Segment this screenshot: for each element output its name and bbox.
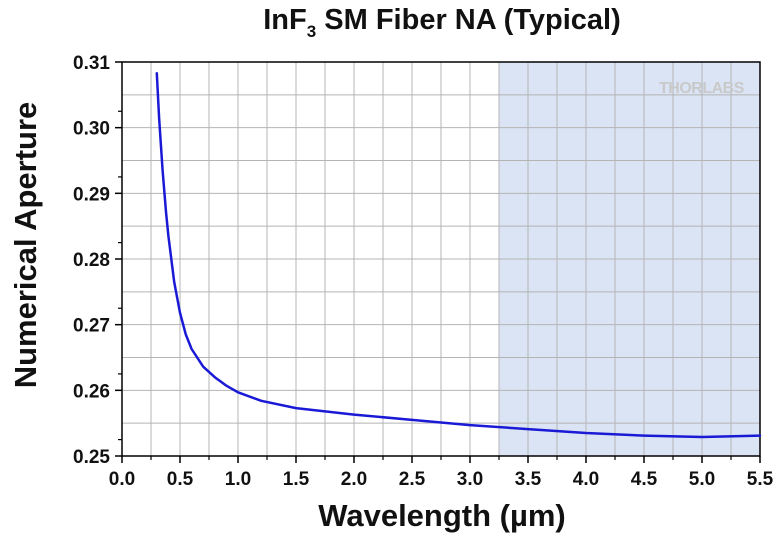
y-axis-label: Numerical Aperture	[8, 101, 43, 389]
y-tick-label: 0.28	[73, 250, 110, 271]
y-tick-label: 0.29	[73, 184, 110, 205]
x-tick-label: 3.5	[515, 469, 542, 490]
x-tick-label: 5.0	[689, 469, 715, 490]
y-tick-label: 0.31	[73, 53, 110, 74]
axis-ticks: 0.0 0.5 1.0 1.5 2.0 2.5 3.0 3.5 4.0 4.5 5.0 5.5 0.25…	[73, 53, 774, 490]
series-line-na	[155, 71, 762, 439]
x-tick-label: 2.0	[341, 469, 367, 490]
x-tick-label: 2.5	[399, 469, 426, 490]
x-tick-label: 4.0	[573, 469, 599, 490]
x-tick-label: 3.0	[457, 469, 483, 490]
x-tick-label: 0.5	[167, 469, 194, 490]
chart-title: InF3 SM Fiber NA (Typical)	[263, 4, 621, 41]
x-tick-label: 4.5	[631, 469, 658, 490]
x-tick-label: 1.0	[225, 469, 251, 490]
x-tick-label: 1.5	[283, 469, 310, 490]
x-tick-label: 5.5	[747, 469, 774, 490]
x-axis-label: Wavelength (µm)	[318, 498, 566, 533]
thorlabs-watermark: THORLABS	[659, 80, 745, 97]
x-tick-label: 0.0	[109, 469, 135, 490]
y-tick-label: 0.26	[73, 381, 110, 402]
grid	[122, 62, 760, 456]
y-tick-label: 0.30	[73, 119, 110, 140]
y-tick-label: 0.25	[73, 447, 110, 468]
y-tick-label: 0.27	[73, 316, 110, 337]
